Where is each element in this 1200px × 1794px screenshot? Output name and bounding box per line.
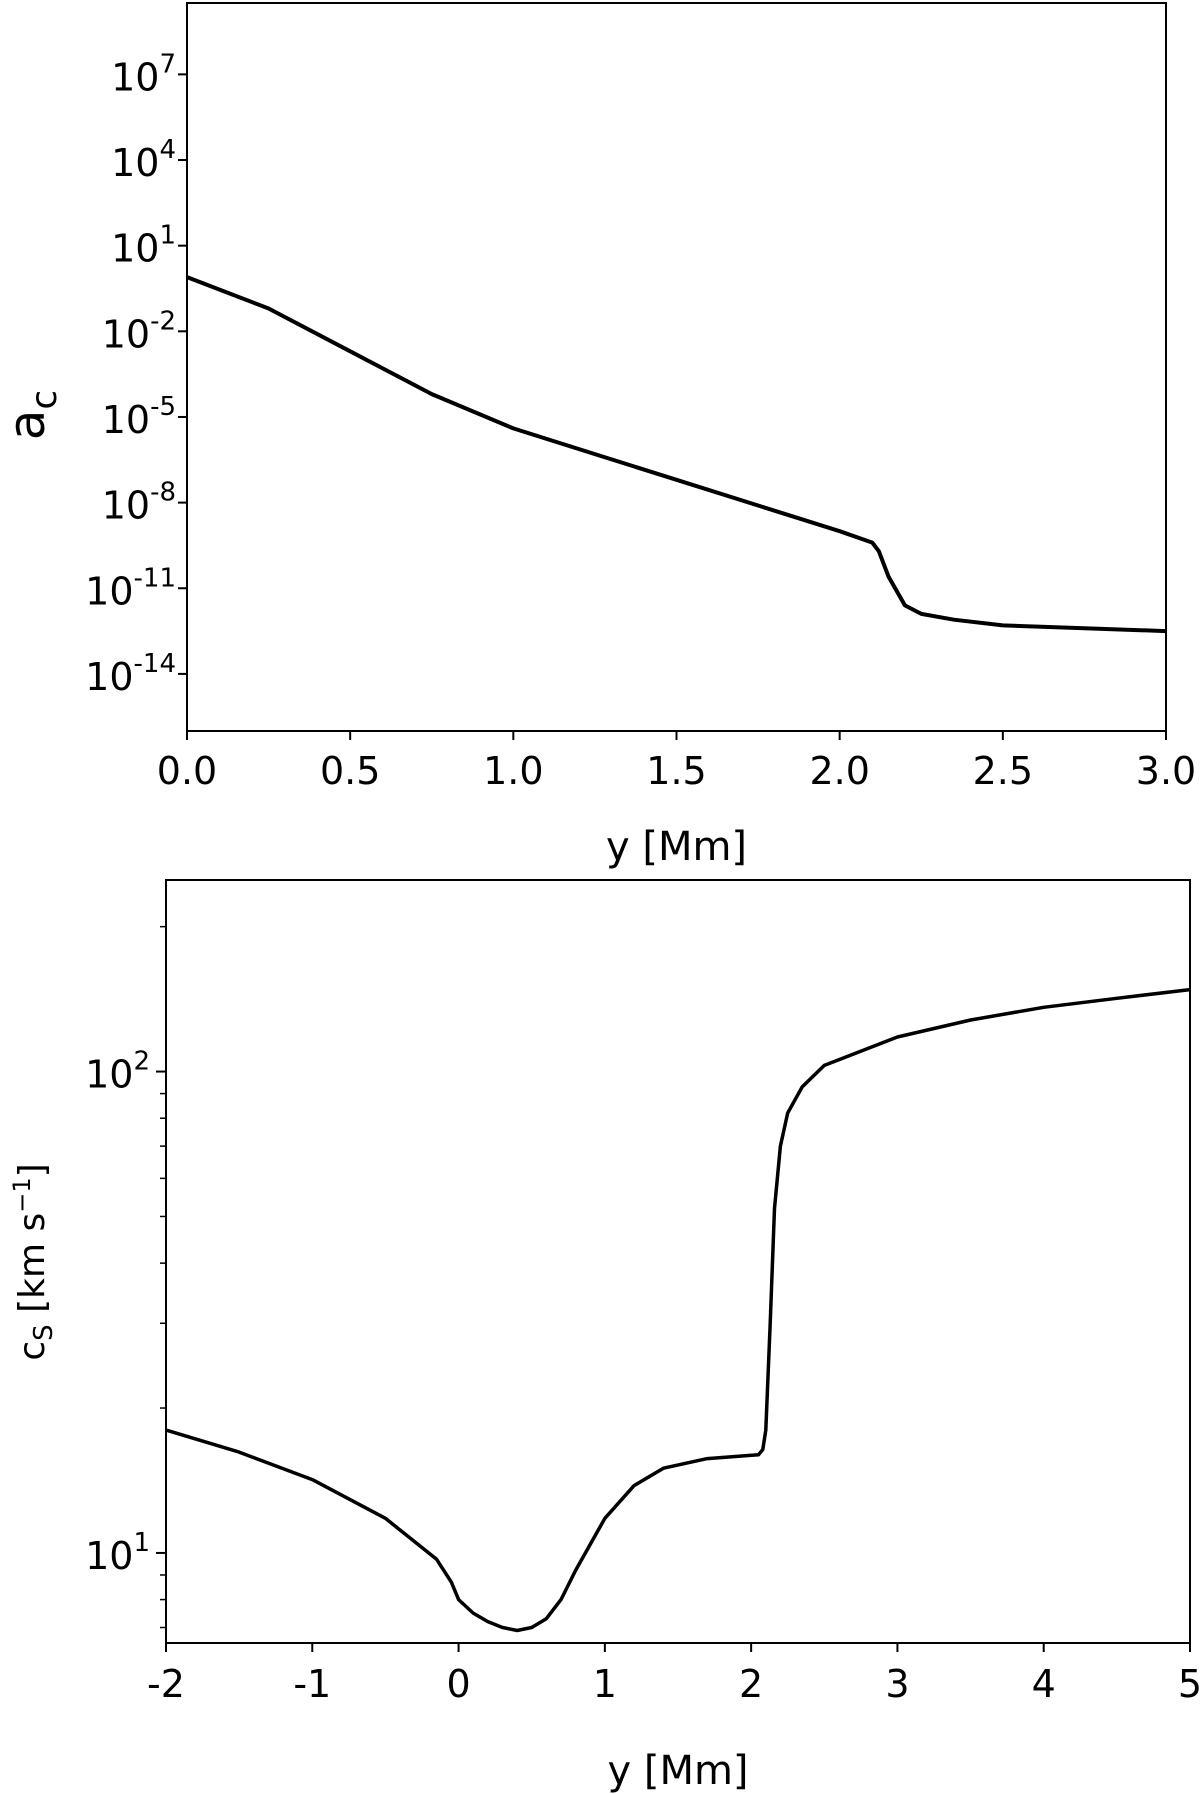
x-tick-label: 4 [1032, 1662, 1056, 1706]
y-tick-label: 104 [111, 135, 176, 185]
series-line-ac [186, 275, 1167, 634]
plot-frame [165, 879, 1191, 1644]
y-tick-label: 107 [111, 49, 176, 99]
chart-ac: 0.0 0.5 1.0 1.5 2.0 2.5 3.0 10-14 10-11 10-8 10-5 1… [0, 2, 1196, 870]
y-tick-label: 101 [85, 1528, 150, 1578]
y-tick-label: 10-14 [85, 649, 176, 699]
x-tick-label: 2.5 [973, 749, 1033, 793]
plot-frame [186, 2, 1167, 732]
x-tick-label: -1 [293, 1662, 331, 1706]
x-axis-label: y [Mm] [607, 1748, 748, 1794]
y-axis-label: ac [0, 390, 65, 440]
y-tick-label: 102 [85, 1047, 150, 1097]
y-axis-label: cS [km s−1] [8, 1163, 59, 1360]
x-tick-label: 5 [1178, 1662, 1200, 1706]
x-tick-label: 1 [593, 1662, 617, 1706]
y-tick-label: 10-2 [102, 306, 176, 356]
x-tick-label: 2 [739, 1662, 763, 1706]
x-tick-label: 0 [446, 1662, 470, 1706]
y-tick-label: 10-8 [102, 478, 176, 528]
x-tick-label: 1.5 [646, 749, 706, 793]
x-tick-label: 2.0 [809, 749, 869, 793]
x-tick-label: 0.5 [320, 749, 380, 793]
y-tick-label: 10-5 [102, 392, 176, 442]
x-tick-label: 1.0 [483, 749, 543, 793]
x-tick-label: -2 [147, 1662, 185, 1706]
y-tick-label: 101 [111, 221, 176, 271]
y-tick-label: 10-11 [85, 563, 176, 613]
chart-cs: -2 -1 0 1 2 3 4 5 101 102 y [Mm] cS [km s−1] [8, 879, 1200, 1794]
x-tick-label: 0.0 [157, 749, 217, 793]
x-axis-label: y [Mm] [606, 824, 747, 870]
x-tick-label: 3 [885, 1662, 909, 1706]
x-tick-label: 3.0 [1136, 749, 1196, 793]
series-line-cs [165, 987, 1191, 1633]
